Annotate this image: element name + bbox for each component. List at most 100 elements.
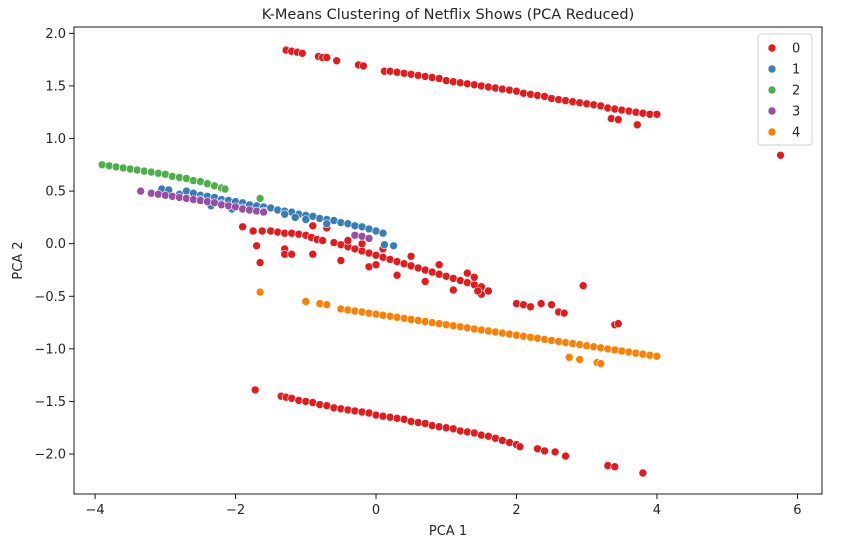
scatter-point-cluster-4	[624, 347, 634, 357]
scatter-point-cluster-4	[392, 312, 402, 322]
scatter-point-cluster-0	[413, 71, 423, 80]
scatter-point-cluster-0	[441, 76, 451, 85]
scatter-point-cluster-0	[491, 83, 500, 93]
scatter-point-cluster-0	[603, 461, 613, 470]
scatter-point-cluster-4	[427, 318, 437, 327]
scatter-point-cluster-0	[776, 151, 785, 160]
scatter-point-cluster-0	[547, 300, 556, 310]
scatter-point-cluster-0	[294, 229, 304, 239]
legend-marker-cluster-4	[767, 127, 777, 137]
scatter-point-cluster-4	[420, 317, 430, 326]
plot-frame	[73, 26, 823, 495]
y-axis-label: PCA 2	[11, 241, 26, 279]
points-layer	[97, 45, 785, 478]
scatter-point-cluster-3	[154, 189, 163, 199]
scatter-point-cluster-3	[224, 201, 233, 211]
scatter-point-cluster-3	[238, 204, 247, 214]
scatter-point-cluster-0	[359, 61, 368, 71]
scatter-point-cluster-4	[575, 355, 585, 364]
scatter-point-cluster-0	[287, 393, 297, 403]
scatter-point-cluster-2	[220, 184, 230, 194]
scatter-point-cluster-3	[259, 207, 268, 217]
legend-marker-cluster-2	[767, 85, 777, 95]
scatter-point-cluster-0	[434, 422, 444, 432]
scatter-point-cluster-3	[217, 200, 226, 210]
scatter-point-cluster-4	[589, 342, 599, 352]
scatter-point-cluster-4	[371, 309, 381, 319]
scatter-point-cluster-0	[336, 256, 346, 265]
scatter-point-cluster-0	[287, 249, 297, 259]
scatter-point-cluster-4	[582, 341, 592, 351]
x-tick-label: −2	[226, 503, 245, 518]
scatter-point-cluster-0	[385, 412, 395, 422]
scatter-point-cluster-0	[533, 444, 542, 454]
scatter-point-cluster-4	[498, 328, 507, 338]
scatter-point-cluster-1	[280, 209, 290, 219]
scatter-point-cluster-0	[266, 226, 276, 236]
scatter-point-cluster-4	[343, 305, 353, 315]
scatter-point-cluster-0	[578, 281, 588, 291]
scatter-point-cluster-0	[473, 286, 483, 296]
scatter-point-cluster-4	[322, 300, 332, 310]
scatter-point-cluster-0	[357, 407, 367, 417]
scatter-point-cluster-0	[561, 96, 570, 105]
scatter-point-cluster-2	[104, 161, 114, 171]
scatter-point-cluster-0	[287, 228, 297, 238]
scatter-point-cluster-2	[147, 167, 156, 177]
legend-label-cluster-3: 3	[792, 105, 800, 120]
scatter-point-cluster-4	[631, 348, 641, 358]
scatter-point-cluster-0	[350, 244, 360, 254]
scatter-point-cluster-0	[631, 107, 641, 117]
scatter-point-cluster-2	[168, 172, 177, 181]
scatter-point-cluster-4	[610, 345, 620, 355]
scatter-point-cluster-4	[568, 339, 578, 348]
scatter-point-cluster-4	[357, 307, 367, 317]
scatter-point-cluster-0	[357, 239, 367, 248]
scatter-point-cluster-0	[392, 67, 402, 77]
y-tick-label: −0.5	[34, 290, 66, 305]
scatter-point-cluster-4	[554, 337, 563, 346]
scatter-point-cluster-1	[315, 214, 325, 223]
scatter-point-cluster-0	[515, 442, 525, 452]
scatter-point-cluster-4	[484, 326, 493, 336]
scatter-point-cluster-1	[378, 228, 388, 238]
scatter-point-cluster-0	[462, 268, 472, 278]
scatter-point-cluster-0	[638, 468, 648, 478]
scatter-point-cluster-4	[441, 320, 451, 330]
scatter-point-cluster-4	[512, 330, 521, 340]
scatter-point-cluster-1	[322, 219, 332, 228]
scatter-point-cluster-0	[554, 95, 563, 104]
scatter-point-cluster-0	[589, 100, 599, 110]
scatter-point-cluster-4	[575, 340, 585, 349]
scatter-point-cluster-0	[469, 80, 479, 90]
scatter-point-cluster-1	[389, 241, 398, 251]
scatter-point-cluster-0	[582, 99, 592, 109]
scatter-point-cluster-0	[455, 78, 465, 87]
x-axis: −4 −2 0 2 4 6	[85, 494, 802, 518]
y-tick-label: 1.5	[45, 79, 66, 94]
scatter-point-cluster-2	[154, 168, 163, 178]
scatter-point-cluster-0	[632, 120, 642, 130]
scatter-point-cluster-0	[441, 423, 451, 433]
legend-marker-cluster-1	[767, 64, 777, 74]
scatter-point-cluster-4	[448, 321, 458, 331]
scatter-point-cluster-3	[175, 193, 184, 202]
y-tick-label: −1.0	[34, 342, 66, 357]
scatter-point-cluster-0	[624, 106, 634, 116]
scatter-point-cluster-0	[392, 413, 402, 423]
scatter-point-cluster-4	[413, 316, 423, 325]
scatter-point-cluster-4	[399, 313, 409, 323]
legend-box	[757, 33, 813, 146]
scatter-point-cluster-4	[596, 343, 606, 353]
scatter-point-cluster-4	[533, 333, 542, 343]
scatter-point-cluster-0	[336, 404, 346, 414]
scatter-point-cluster-0	[550, 447, 560, 457]
scatter-point-cluster-0	[462, 79, 472, 89]
scatter-point-cluster-0	[484, 82, 493, 92]
scatter-point-cluster-1	[301, 215, 311, 224]
y-tick-label: 0.0	[45, 237, 66, 252]
x-tick-label: 6	[793, 503, 801, 518]
scatter-point-cluster-0	[273, 227, 283, 237]
scatter-point-cluster-0	[652, 110, 662, 119]
scatter-point-cluster-2	[255, 194, 265, 203]
